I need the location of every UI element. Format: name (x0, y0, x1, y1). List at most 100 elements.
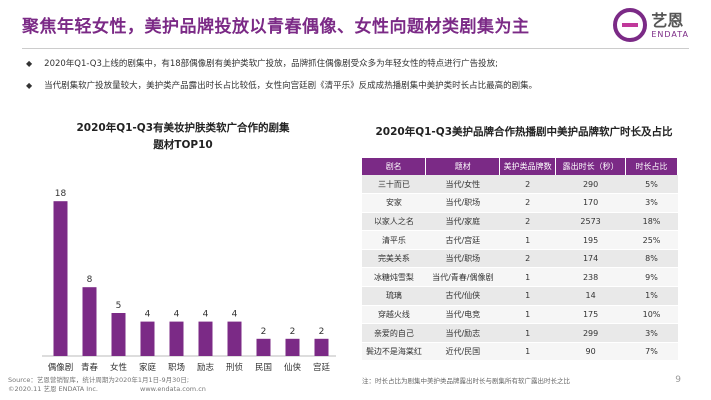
category-label: 职场 (168, 363, 185, 373)
bar-3 (140, 321, 155, 356)
page-number: 9 (675, 375, 681, 385)
table-cell: 238 (555, 267, 626, 288)
table-cell: 清平乐 (362, 230, 426, 250)
table-cell: 2 (499, 212, 556, 232)
footer-copyright: ©2020.11 艺恩 ENDATA Inc. (8, 385, 98, 393)
table-header-cell: 时长占比 (625, 158, 678, 175)
category-label: 励志 (197, 362, 215, 373)
table-cell: 冰糖炖雪梨 (362, 267, 426, 288)
table-cell: 2 (499, 249, 556, 269)
table-cell: 290 (555, 175, 626, 195)
bullet-text: 2020年Q1-Q3上线的剧集中，有18部偶像剧有美护类软广投放，品牌抓住偶像剧… (44, 59, 499, 69)
category-label: 偶像剧 (48, 362, 74, 373)
table-cell: 25% (625, 230, 678, 250)
diamond-bullet-icon: ◆ (26, 81, 33, 90)
table-cell: 3% (625, 323, 678, 343)
logo-cn-text: 艺恩 (651, 10, 684, 30)
logo-en-text: ENDATA (651, 29, 689, 39)
table-cell: 1 (499, 305, 556, 325)
bar-value-label: 5 (116, 301, 122, 311)
table-cell: 当代/家庭 (425, 212, 500, 232)
table-row: 完美关系 当代/职场 2 174 8% (362, 249, 678, 269)
table-cell: 穿越火线 (362, 305, 426, 325)
table-cell: 3% (625, 193, 678, 213)
category-label: 民国 (255, 363, 272, 373)
bar-value-label: 4 (174, 310, 180, 320)
table-cell: 1 (499, 323, 556, 343)
bar-6 (227, 321, 242, 356)
table-cell: 以家人之名 (362, 212, 426, 232)
table-cell: 古代/宫廷 (425, 230, 500, 250)
table-header-cell: 题材 (425, 158, 501, 175)
table-cell: 近代/民国 (425, 342, 500, 362)
table-cell: 2573 (555, 212, 626, 232)
table-cell: 1 (499, 342, 556, 362)
bar-5 (198, 321, 213, 356)
table-cell: 当代/青春/偶像剧 (425, 267, 500, 288)
table-cell: 亲爱的自己 (362, 323, 426, 343)
bar-7 (256, 338, 271, 356)
genre-bar-chart: 2020年Q1-Q3有美妆护肤类软广合作的剧集 题材TOP10 18 偶像剧 8 青春… (18, 120, 348, 380)
table-cell: 三十而已 (362, 175, 426, 195)
table-cell: 299 (555, 323, 626, 343)
endata-logo-icon (613, 8, 648, 42)
table-cell: 古代/仙侠 (425, 286, 500, 306)
table-row: 冰糖炖雪梨 当代/青春/偶像剧 1 238 9% (362, 267, 678, 288)
bar-8 (285, 338, 300, 356)
bar-chart-svg: 18 偶像剧 8 青春 5 女性 4 家庭 4 职场 4 励志 4 刑侦 2 民国 2 仙侠 2 宫廷 (42, 189, 336, 373)
table-cell: 鬓边不是海棠红 (362, 342, 426, 362)
table-row: 三十而已 当代/女性 2 290 5% (362, 175, 678, 195)
table-cell: 当代/职场 (425, 193, 500, 213)
category-label: 仙侠 (284, 362, 302, 373)
table-cell: 174 (555, 249, 626, 269)
table-cell: 1 (499, 230, 556, 250)
drama-table: 剧名 题材 美护类品牌数 露出时长（秒） 时长占比 三十而已 当代/女性 2 290 5… (362, 158, 678, 362)
table-cell: 当代/女性 (425, 175, 500, 195)
table-cell: 2 (499, 193, 556, 213)
table-title: 2020年Q1-Q3美护品牌合作热播剧中美护品牌软广时长及占比 (375, 126, 673, 138)
bullet-list: ◆ 2020年Q1-Q3上线的剧集中，有18部偶像剧有美护类软广投放，品牌抓住偶… (26, 58, 686, 102)
endata-logo: 艺恩 ENDATA (613, 8, 689, 42)
bar-2 (111, 313, 126, 356)
table-header-cell: 剧名 (362, 158, 427, 175)
table-row: 鬓边不是海棠红 近代/民国 1 90 7% (362, 342, 678, 362)
category-label: 青春 (81, 362, 99, 373)
bar-value-label: 4 (203, 310, 209, 320)
table-row: 安家 当代/职场 2 170 3% (362, 193, 678, 213)
bullet-item: ◆ 2020年Q1-Q3上线的剧集中，有18部偶像剧有美护类软广投放，品牌抓住偶… (26, 58, 686, 70)
table-cell: 195 (555, 230, 626, 250)
bar-value-label: 2 (290, 327, 296, 337)
table-row: 琉璃 古代/仙侠 1 14 1% (362, 286, 678, 306)
table-cell: 1 (499, 267, 556, 288)
table-row: 亲爱的自己 当代/励志 1 299 3% (362, 323, 678, 343)
table-cell: 175 (555, 305, 626, 325)
table-cell: 14 (555, 286, 626, 306)
table-row: 以家人之名 当代/家庭 2 2573 18% (362, 212, 678, 232)
bar-chart-title-line1: 2020年Q1-Q3有美妆护肤类软广合作的剧集 (76, 122, 290, 134)
table-cell: 完美关系 (362, 249, 426, 269)
bar-chart-title-line2: 题材TOP10 (153, 139, 213, 151)
bar-value-label: 4 (232, 310, 238, 320)
diamond-bullet-icon: ◆ (26, 59, 33, 68)
table-note: 注：时长占比为剧集中美护类品牌露出时长与剧集所有软广露出时长之比 (362, 377, 570, 385)
table-cell: 当代/励志 (425, 323, 500, 343)
table-cell: 8% (625, 249, 678, 269)
bar-9 (314, 338, 329, 356)
table-header-row: 剧名 题材 美护类品牌数 露出时长（秒） 时长占比 (362, 158, 678, 175)
bar-4 (169, 321, 184, 356)
category-label: 女性 (110, 362, 128, 373)
bar-0 (53, 201, 68, 356)
table-cell: 安家 (362, 193, 426, 213)
bar-value-label: 2 (261, 327, 267, 337)
table-header-cell: 露出时长（秒） (555, 158, 627, 175)
table-cell: 当代/电竞 (425, 305, 500, 325)
table-cell: 9% (625, 267, 678, 288)
table-cell: 2 (499, 175, 556, 195)
page-title: 聚焦年轻女性，美护品牌投放以青春偶像、女性向题材类剧集为主 (22, 17, 530, 37)
bar-value-label: 8 (87, 275, 93, 285)
table-cell: 1% (625, 286, 678, 306)
category-label: 宫廷 (313, 362, 331, 373)
header-divider (22, 48, 689, 49)
category-label: 家庭 (139, 362, 157, 373)
bar-value-label: 18 (55, 189, 67, 199)
